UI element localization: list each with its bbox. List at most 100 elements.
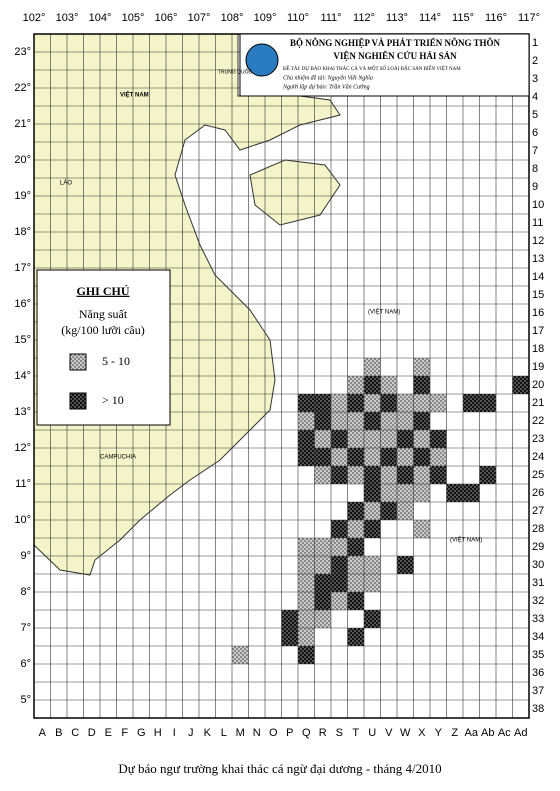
place: VIỆT NAM <box>120 91 149 99</box>
forecast-cell <box>397 466 414 484</box>
forecast-cell <box>298 592 315 610</box>
row-label: 15 <box>532 289 544 301</box>
forecast-cell <box>331 412 348 430</box>
row-label: 4 <box>532 91 538 103</box>
forecast-cell <box>347 592 364 610</box>
latitude-label: 16° <box>14 298 31 310</box>
forecast-cell <box>331 520 348 538</box>
row-label: 5 <box>532 109 538 121</box>
row-label: 36 <box>532 667 544 679</box>
row-label: 23 <box>532 433 544 445</box>
row-label: 12 <box>532 235 544 247</box>
leader: Chủ nhiệm đề tài: Nguyễn Viết Nghĩa <box>283 74 373 81</box>
forecast-cell <box>463 394 480 412</box>
column-label: J <box>188 727 194 739</box>
forecast-cell <box>364 394 381 412</box>
forecast-cell <box>364 556 381 574</box>
row-label: 2 <box>532 55 538 67</box>
column-label: E <box>105 727 112 739</box>
forecast-cell <box>397 394 414 412</box>
forecast-cell <box>397 448 414 466</box>
longitude-label: 103° <box>56 12 79 24</box>
institute: VIỆN NGHIÊN CỨU HẢI SẢN <box>333 51 457 61</box>
forecast-cell <box>380 430 397 448</box>
column-label: P <box>286 727 293 739</box>
longitude-label: 110° <box>287 12 309 24</box>
forecast-cell <box>347 502 364 520</box>
row-label: 26 <box>532 487 544 499</box>
forecast-cell <box>314 430 331 448</box>
mainland <box>33 33 341 576</box>
forecast-cell <box>479 394 496 412</box>
row-label: 31 <box>532 577 544 589</box>
forecast-cell <box>314 412 331 430</box>
column-label: G <box>137 727 146 739</box>
row-label: 38 <box>532 703 544 715</box>
forecast-cell <box>413 448 430 466</box>
row-label: 28 <box>532 523 544 535</box>
row-label: 32 <box>532 595 544 607</box>
forecast-cell <box>446 484 463 502</box>
forecast-cell <box>298 448 315 466</box>
column-label: D <box>88 727 96 739</box>
forecast-cell <box>314 538 331 556</box>
forecast-cell <box>380 484 397 502</box>
forecast-cell <box>380 376 397 394</box>
place: CAMPUCHIA <box>100 455 136 461</box>
forecast-cell <box>298 412 315 430</box>
forecast-cell <box>364 502 381 520</box>
column-label: A <box>39 727 47 739</box>
row-label: 21 <box>532 397 544 409</box>
ministry: BỘ NÔNG NGHIỆP VÀ PHÁT TRIỂN NÔNG THÔN <box>290 38 501 48</box>
latitude-label: 23° <box>14 46 31 58</box>
row-label: 6 <box>532 127 538 139</box>
forecast-cell <box>380 466 397 484</box>
latitude-label: 8° <box>20 586 31 598</box>
forecast-cell <box>413 430 430 448</box>
forecast-cell <box>331 538 348 556</box>
forecast-cell <box>397 430 414 448</box>
row-label: 35 <box>532 649 544 661</box>
column-label: L <box>221 727 227 739</box>
forecast-cell <box>298 394 315 412</box>
row-label: 8 <box>532 163 538 175</box>
forecast-cell <box>232 646 249 664</box>
forecast-cell <box>380 502 397 520</box>
latitude-label: 5° <box>20 694 31 706</box>
forecast-cell <box>364 448 381 466</box>
longitude-label: 117° <box>518 12 540 24</box>
latitude-label: 22° <box>14 82 31 94</box>
legend-unit: (kg/100 lưỡi câu) <box>61 323 145 337</box>
forecast-cell <box>430 466 447 484</box>
row-label: 27 <box>532 505 544 517</box>
forecast-cell <box>397 412 414 430</box>
row-label: 16 <box>532 307 544 319</box>
place: TRUNG QUỐC <box>218 68 253 75</box>
longitude-label: 104° <box>89 12 112 24</box>
longitude-label: 112° <box>353 12 375 24</box>
forecast-cell <box>413 412 430 430</box>
forecast-cell <box>281 610 298 628</box>
place: (VIỆT NAM) <box>450 536 482 544</box>
longitude-label: 109° <box>254 12 277 24</box>
forecast-cell <box>512 376 529 394</box>
forecast-cell <box>364 430 381 448</box>
forecast-cell <box>413 484 430 502</box>
row-label: 33 <box>532 613 544 625</box>
column-label: X <box>418 727 426 739</box>
forecast-cell <box>314 466 331 484</box>
column-label: K <box>204 727 212 739</box>
forecast-cell <box>298 574 315 592</box>
forecast-cell <box>298 628 315 646</box>
row-label: 3 <box>532 73 538 85</box>
forecast-cell <box>430 448 447 466</box>
forecast-cell <box>347 448 364 466</box>
latitude-label: 18° <box>14 226 31 238</box>
legend-title: GHI CHÚ <box>76 284 129 298</box>
forecast-cell <box>364 466 381 484</box>
row-label: 11 <box>532 217 543 229</box>
row-label: 22 <box>532 415 544 427</box>
forecast-cell <box>298 610 315 628</box>
forecast-cell <box>347 376 364 394</box>
forecast-cell <box>397 484 414 502</box>
